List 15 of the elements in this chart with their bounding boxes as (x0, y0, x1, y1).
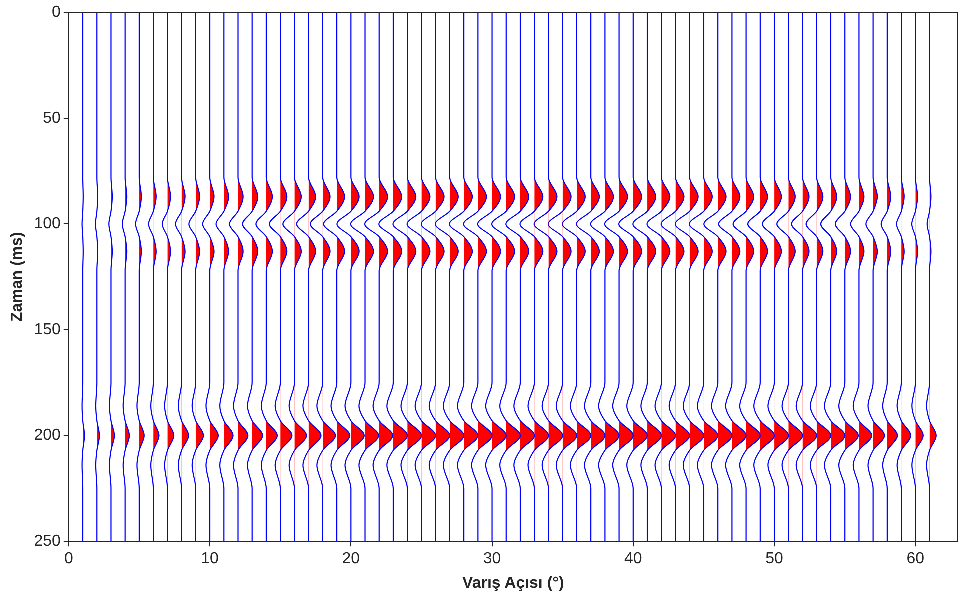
y-tick-label: 0 (52, 4, 61, 22)
y-tick-label: 100 (34, 216, 61, 233)
y-axis-title: Zaman (ms) (9, 232, 26, 322)
x-tick-label: 50 (766, 550, 784, 568)
x-axis-title: Varış Açısı (°) (462, 574, 564, 592)
x-tick-label: 10 (201, 550, 220, 568)
y-tick-label: 50 (43, 110, 61, 127)
y-tick-label: 150 (34, 321, 61, 338)
y-tick-label: 200 (34, 427, 61, 444)
x-tick-label: 0 (64, 550, 74, 568)
x-tick-label: 20 (342, 550, 360, 568)
x-tick-label: 60 (906, 550, 925, 568)
y-tick-label: 250 (34, 533, 61, 550)
x-tick-label: 40 (624, 550, 642, 568)
x-tick-label: 30 (483, 550, 502, 568)
